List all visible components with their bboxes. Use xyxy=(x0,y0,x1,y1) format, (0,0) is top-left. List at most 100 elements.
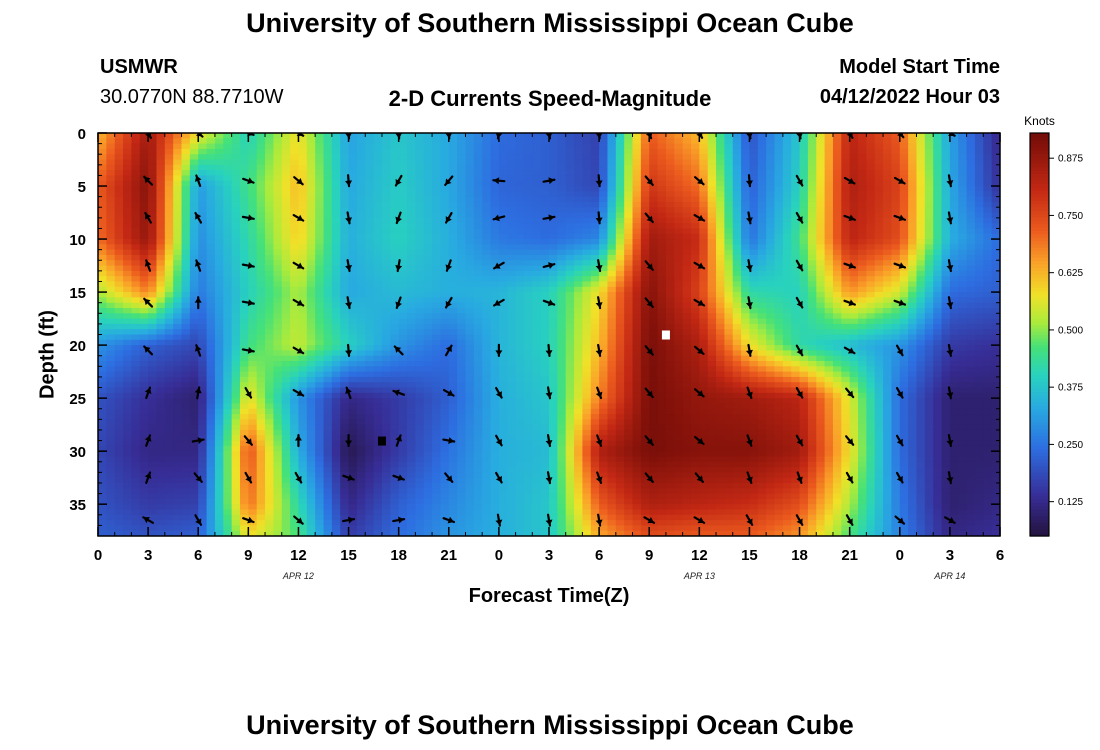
heatmap-cell xyxy=(816,339,826,346)
heatmap-cell xyxy=(465,212,475,219)
heatmap-cell xyxy=(448,164,458,171)
heatmap-cell xyxy=(774,260,784,267)
heatmap-cell xyxy=(657,201,667,208)
heatmap-cell xyxy=(941,302,951,309)
heatmap-cell xyxy=(465,302,475,309)
heatmap-cell xyxy=(173,366,183,373)
heatmap-cell xyxy=(565,361,575,367)
heatmap-cell xyxy=(766,281,776,288)
heatmap-cell xyxy=(239,196,249,203)
heatmap-cell xyxy=(807,281,817,288)
heatmap-cell xyxy=(766,361,776,367)
heatmap-cell xyxy=(223,292,233,298)
heatmap-cell xyxy=(156,297,166,304)
heatmap-cell xyxy=(983,191,993,198)
heatmap-cell xyxy=(841,186,851,192)
heatmap-cell xyxy=(432,201,442,208)
heatmap-cell xyxy=(189,159,199,166)
heatmap-cell xyxy=(365,329,375,336)
heatmap-cell xyxy=(515,143,525,150)
heatmap-cell xyxy=(390,143,400,150)
heatmap-cell xyxy=(223,159,233,166)
heatmap-cell xyxy=(273,265,283,272)
heatmap-cell xyxy=(373,297,383,304)
heatmap-cell xyxy=(256,371,266,378)
heatmap-cell xyxy=(615,148,625,155)
heatmap-cell xyxy=(390,164,400,171)
heatmap-cell xyxy=(523,334,533,341)
heatmap-cell xyxy=(799,339,809,346)
heatmap-cell xyxy=(565,133,575,139)
heatmap-cell xyxy=(465,217,475,224)
heatmap-cell xyxy=(991,350,1000,357)
heatmap-cell xyxy=(690,292,700,298)
heatmap-cell xyxy=(649,191,659,198)
heatmap-cell xyxy=(607,270,617,277)
heatmap-cell xyxy=(649,355,659,362)
heatmap-cell xyxy=(766,270,776,277)
heatmap-cell xyxy=(523,339,533,346)
heatmap-cell xyxy=(607,170,617,177)
heatmap-cell xyxy=(874,270,884,277)
heatmap-cell xyxy=(365,350,375,357)
heatmap-cell xyxy=(189,254,199,261)
heatmap-cell xyxy=(281,191,291,198)
heatmap-cell xyxy=(390,323,400,330)
heatmap-cell xyxy=(432,249,442,256)
heatmap-cell xyxy=(239,318,249,325)
heatmap-cell xyxy=(156,313,166,320)
heatmap-cell xyxy=(966,154,976,161)
heatmap-cell xyxy=(807,201,817,208)
heatmap-cell xyxy=(582,318,592,325)
heatmap-cell xyxy=(565,286,575,293)
heatmap-cell xyxy=(532,191,542,198)
heatmap-cell xyxy=(716,366,725,373)
heatmap-cell xyxy=(924,334,934,341)
heatmap-cell xyxy=(206,270,216,277)
heatmap-cell xyxy=(265,329,274,336)
heatmap-cell xyxy=(974,175,984,182)
heatmap-cell xyxy=(315,154,325,161)
heatmap-cell xyxy=(966,249,976,256)
heatmap-cell xyxy=(624,297,634,304)
heatmap-cell xyxy=(766,297,776,304)
heatmap-cell xyxy=(908,170,918,177)
heatmap-cell xyxy=(106,376,116,383)
heatmap-cell xyxy=(582,307,592,314)
heatmap-cell xyxy=(966,164,976,171)
heatmap-cell xyxy=(916,148,926,155)
heatmap-cell xyxy=(974,323,984,330)
heatmap-cell xyxy=(415,228,425,235)
heatmap-cell xyxy=(582,159,592,166)
heatmap-cell xyxy=(214,323,224,330)
heatmap-cell xyxy=(390,265,400,272)
heatmap-cell xyxy=(273,345,283,352)
heatmap-cell xyxy=(974,239,984,245)
heatmap-cell xyxy=(974,186,984,192)
heatmap-cell xyxy=(966,361,976,367)
heatmap-cell xyxy=(148,186,158,192)
heatmap-cell xyxy=(198,186,208,192)
heatmap-cell xyxy=(181,307,191,314)
heatmap-cell xyxy=(624,254,634,261)
heatmap-cell xyxy=(365,244,375,251)
heatmap-cell xyxy=(532,249,542,256)
heatmap-cell xyxy=(690,366,700,373)
heatmap-cell xyxy=(966,207,976,214)
heatmap-cell xyxy=(816,350,826,357)
heatmap-cell xyxy=(883,323,893,330)
heatmap-cell xyxy=(741,276,751,283)
heatmap-cell xyxy=(574,217,584,224)
heatmap-cell xyxy=(757,355,767,362)
heatmap-cell xyxy=(824,366,834,373)
heatmap-cell xyxy=(498,350,508,357)
heatmap-cell xyxy=(716,286,725,293)
heatmap-cell xyxy=(315,233,325,240)
heatmap-cell xyxy=(407,143,416,150)
heatmap-cell xyxy=(974,154,984,161)
heatmap-cell xyxy=(724,323,734,330)
heatmap-cell xyxy=(273,133,283,139)
heatmap-cell xyxy=(690,254,700,261)
heatmap-cell xyxy=(181,254,191,261)
heatmap-cell xyxy=(415,292,425,298)
